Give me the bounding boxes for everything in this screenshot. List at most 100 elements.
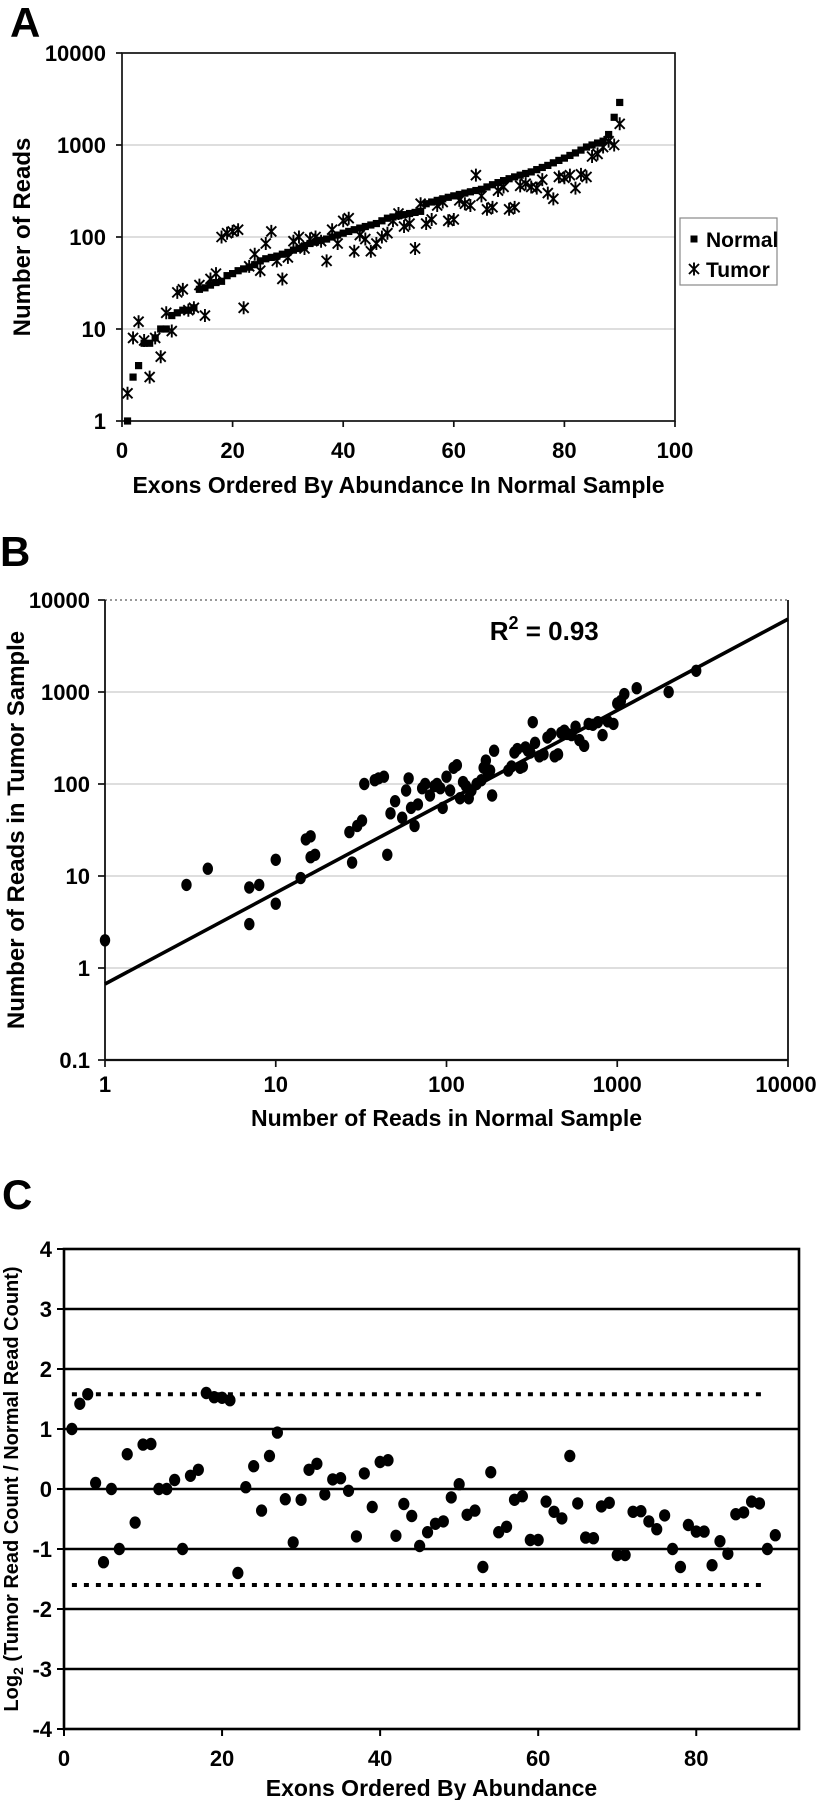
- data-point-asterisk: [282, 250, 294, 264]
- data-point-asterisk: [359, 232, 371, 246]
- data-point-asterisk: [193, 278, 206, 292]
- data-point-asterisk: [414, 197, 427, 211]
- data-point-asterisk: [376, 230, 388, 244]
- data-point-asterisk: [293, 230, 305, 244]
- data-point-asterisk: [149, 331, 161, 345]
- data-point-dot: [548, 1505, 560, 1518]
- panel-a-letter: A: [10, 0, 41, 46]
- panel-b-chart: 1 10 100 1000 10000 0.1 1 10 100 1000 10000 Number …: [3, 588, 817, 1131]
- series-normal: [123, 98, 624, 425]
- data-point-dot: [698, 1525, 710, 1538]
- data-point-dot: [169, 1473, 181, 1487]
- data-point-square: [571, 149, 580, 157]
- data-point-dot: [419, 777, 431, 791]
- data-point-dot: [659, 1509, 671, 1522]
- data-point-dot: [552, 748, 564, 761]
- data-point-dot: [97, 1556, 110, 1569]
- data-point-square: [234, 267, 242, 275]
- data-point-square: [378, 217, 386, 225]
- data-point-asterisk: [580, 170, 593, 184]
- data-point-square: [179, 306, 187, 314]
- y-tick-label: 100: [69, 225, 106, 250]
- data-point-dot: [412, 798, 424, 811]
- data-point-dot: [484, 764, 496, 777]
- data-point-square: [444, 193, 452, 201]
- y-axis-title: Number of Reads in Tumor Sample: [3, 631, 30, 1029]
- y-tick-label: 4: [40, 1237, 53, 1262]
- data-point-dot: [113, 1542, 125, 1556]
- data-point-square: [477, 185, 486, 193]
- data-point-dot: [244, 881, 255, 894]
- data-point-square: [566, 151, 574, 160]
- data-point-dot: [556, 1512, 568, 1525]
- data-point-square: [162, 325, 170, 333]
- data-point-dot: [738, 1506, 750, 1519]
- data-point-square: [616, 98, 624, 107]
- data-point-asterisk: [403, 217, 416, 231]
- data-point-dot: [651, 1523, 663, 1536]
- data-point-square: [411, 208, 419, 217]
- data-point-square: [372, 219, 380, 228]
- data-point-dot: [500, 1520, 513, 1533]
- data-point-dot: [181, 878, 192, 892]
- y-tick-label: 10000: [29, 588, 90, 613]
- panel-a-chart: 0 20 40 60 80 100 1 10 100 1000 10000 Exons Ordered…: [9, 41, 778, 498]
- data-point-dot: [587, 1532, 600, 1545]
- x-tick-label: 100: [428, 1072, 465, 1097]
- data-point-asterisk: [520, 177, 532, 191]
- data-point-dot: [486, 789, 498, 802]
- data-point-square: [522, 169, 530, 178]
- data-point-dot: [232, 1566, 244, 1580]
- x-axis-title: Number of Reads in Normal Sample: [251, 1105, 642, 1131]
- data-point-square: [361, 222, 369, 231]
- series-exons: [99, 664, 702, 947]
- data-point-asterisk: [331, 236, 344, 250]
- panel-b-letter: B: [0, 528, 31, 575]
- data-point-asterisk: [199, 309, 211, 323]
- data-point-dot: [295, 1493, 307, 1506]
- y-tick-label: 0.1: [59, 1048, 90, 1073]
- data-point-dot: [691, 664, 702, 677]
- data-point-dot: [309, 848, 321, 861]
- y-tick-label: 10: [66, 864, 90, 889]
- data-point-dot: [540, 1495, 552, 1508]
- y-tick-label: -4: [32, 1717, 52, 1742]
- data-point-square: [544, 161, 552, 170]
- data-point-dot: [356, 814, 368, 827]
- data-point-square: [295, 244, 303, 253]
- data-point-dot: [529, 736, 541, 750]
- data-point-square: [610, 113, 618, 121]
- data-point-dot: [184, 1469, 197, 1482]
- data-point-asterisk: [387, 214, 399, 228]
- legend-label-tumor: Tumor: [706, 259, 770, 282]
- data-point-asterisk: [437, 195, 449, 209]
- data-point-square: [267, 253, 275, 262]
- data-point-dot: [517, 760, 529, 773]
- y-axis-title: Log2 (Tumor Read Count / Normal Read Cou…: [1, 1266, 26, 1711]
- data-point-dot: [437, 801, 448, 815]
- data-point-square: [229, 270, 237, 278]
- data-point-asterisk: [177, 282, 189, 296]
- data-point-asterisk: [265, 224, 277, 238]
- data-point-dot: [619, 687, 630, 701]
- data-point-asterisk: [608, 138, 620, 152]
- data-point-square: [511, 173, 519, 181]
- data-point-asterisk: [426, 212, 438, 226]
- data-point-asterisk: [558, 171, 571, 185]
- data-point-dot: [305, 830, 316, 843]
- data-point-square: [157, 325, 165, 333]
- y-tick-label: 3: [40, 1297, 52, 1322]
- data-point-asterisk: [486, 200, 499, 214]
- data-point-asterisk: [132, 315, 145, 329]
- data-point-square: [339, 229, 347, 237]
- data-point-asterisk: [420, 217, 432, 231]
- data-point-square: [123, 417, 132, 425]
- data-point-dot: [570, 720, 581, 733]
- y-tick-label: 0: [40, 1477, 52, 1502]
- data-point-dot: [66, 1422, 78, 1436]
- x-tick-label: 0: [58, 1746, 70, 1771]
- data-point-dot: [344, 825, 355, 839]
- data-point-asterisk: [602, 134, 615, 148]
- data-point-square: [334, 231, 342, 239]
